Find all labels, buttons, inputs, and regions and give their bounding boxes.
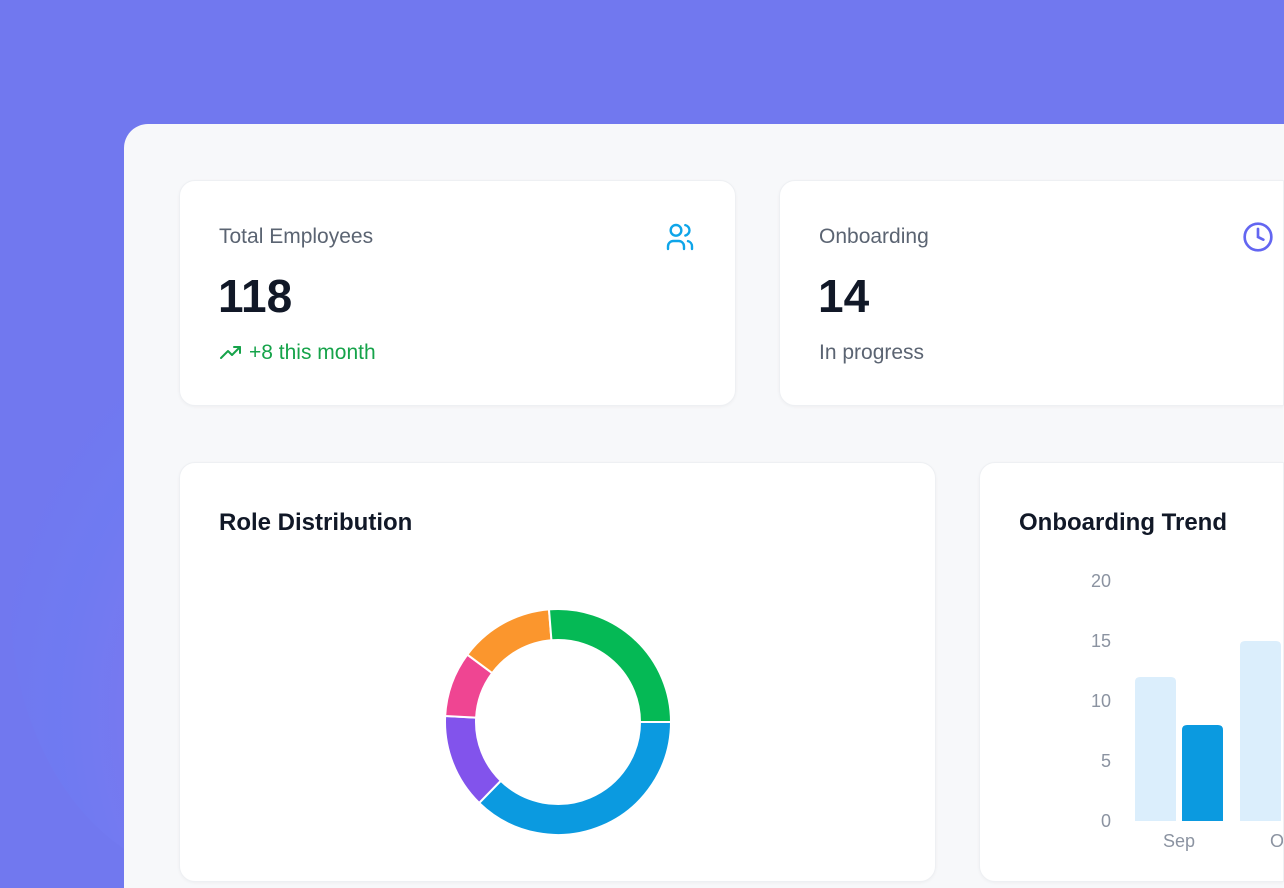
- y-tick-label: 15: [1091, 631, 1111, 651]
- card-title: Onboarding Trend: [1019, 509, 1227, 536]
- trending-up-icon: [220, 346, 241, 359]
- card-title: Role Distribution: [219, 509, 413, 536]
- y-tick-label: 5: [1101, 751, 1111, 771]
- y-tick-label: 10: [1091, 691, 1111, 711]
- stat-value: 14: [818, 270, 870, 322]
- donut-slice[interactable]: [477, 721, 673, 836]
- bar[interactable]: [1240, 641, 1281, 821]
- bar[interactable]: [1182, 725, 1223, 821]
- onboarding-trend-card: Onboarding Trend 0 5 10 15 20 Sep Oct: [979, 462, 1284, 882]
- stat-value: 118: [218, 270, 293, 322]
- y-tick-label: 0: [1101, 811, 1111, 831]
- bar[interactable]: [1135, 677, 1176, 821]
- users-icon: [666, 223, 694, 251]
- stat-card-onboarding: Onboarding 14 In progress: [779, 180, 1284, 406]
- onboarding-bar-chart: 0 5 10 15 20 Sep Oct: [1091, 571, 1283, 851]
- role-distribution-card: Role Distribution: [179, 462, 936, 882]
- stat-change: +8 this month: [219, 341, 376, 365]
- x-tick-label: Sep: [1163, 831, 1195, 851]
- y-tick-label: 20: [1091, 571, 1111, 591]
- stat-subtext: In progress: [819, 341, 925, 364]
- donut-slice[interactable]: [444, 714, 503, 805]
- dashboard-panel: Total Employees 118 +8 this month Onboar…: [124, 124, 1284, 888]
- role-donut-chart: [444, 608, 673, 836]
- stat-label: Onboarding: [819, 225, 929, 248]
- x-tick-label: Oct: [1270, 831, 1283, 851]
- stat-label: Total Employees: [219, 225, 374, 248]
- donut-slice[interactable]: [465, 608, 553, 675]
- stat-change-text: +8 this month: [249, 341, 376, 364]
- clock-icon: [1243, 222, 1273, 252]
- donut-slice[interactable]: [547, 608, 673, 723]
- stat-card-total-employees: Total Employees 118 +8 this month: [179, 180, 736, 406]
